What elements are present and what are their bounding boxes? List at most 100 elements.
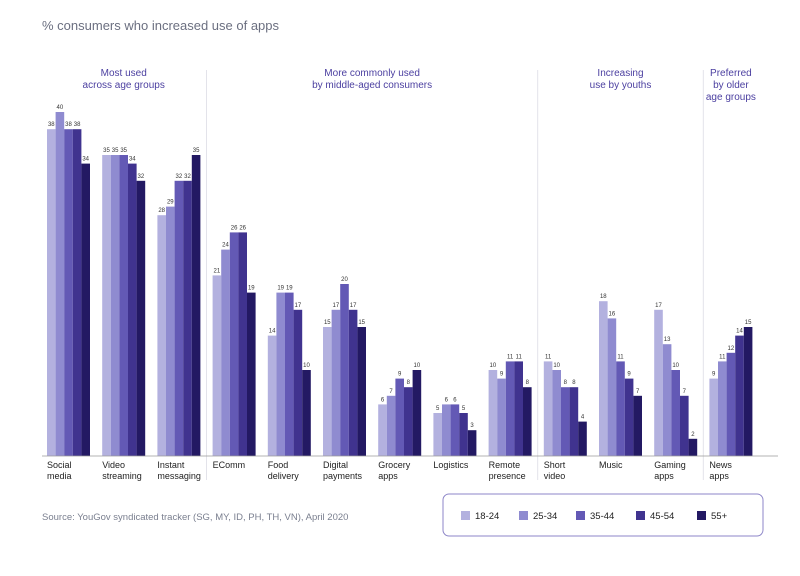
bar-8-1 xyxy=(497,378,506,456)
value-label-12-3: 14 xyxy=(736,329,743,335)
value-label-12-1: 11 xyxy=(719,354,726,360)
value-label-6-1: 7 xyxy=(389,389,393,395)
legend-swatch-0 xyxy=(461,511,470,520)
bar-1-4 xyxy=(136,180,146,457)
group-labels: Most used across age groups More commonly … xyxy=(83,68,756,103)
category-label-4: Food delivery xyxy=(268,460,300,481)
bar-3-4 xyxy=(247,292,256,456)
bar-11-4 xyxy=(688,438,698,456)
bar-8-2 xyxy=(505,361,515,456)
value-label-10-3: 9 xyxy=(627,372,631,378)
bar-11-2 xyxy=(671,370,680,456)
value-label-4-3: 17 xyxy=(295,303,302,309)
value-label-8-2: 11 xyxy=(507,354,514,360)
bar-5-2 xyxy=(340,284,349,456)
bar-10-3 xyxy=(624,378,634,456)
group-label-3: Preferred by older age groups xyxy=(706,68,756,103)
bar-12-0 xyxy=(709,378,718,456)
group-separators xyxy=(206,70,704,480)
legend-label-0: 18-24 xyxy=(475,511,499,522)
value-label-12-4: 15 xyxy=(745,320,752,326)
legend-label-4: 55+ xyxy=(711,511,728,522)
value-label-3-1: 24 xyxy=(222,243,229,249)
value-label-2-1: 29 xyxy=(167,200,174,206)
value-label-10-0: 18 xyxy=(600,294,607,300)
value-label-6-0: 6 xyxy=(381,397,385,403)
category-label-7: Logistics xyxy=(433,460,469,470)
category-label-8: Remote presence xyxy=(489,460,526,481)
bar-2-4 xyxy=(191,155,201,456)
value-label-5-4: 15 xyxy=(358,320,365,326)
bar-4-1 xyxy=(276,292,285,456)
bar-9-4 xyxy=(578,421,587,456)
group-label-0: Most used across age groups xyxy=(83,68,165,91)
value-label-11-3: 7 xyxy=(683,389,687,395)
category-label-2: Instant messaging xyxy=(157,460,201,481)
bar-0-2 xyxy=(64,129,73,456)
legend-swatch-1 xyxy=(519,511,528,520)
value-label-8-0: 10 xyxy=(490,363,497,369)
bar-4-0 xyxy=(267,335,277,456)
value-label-12-2: 12 xyxy=(728,346,735,352)
value-label-6-3: 8 xyxy=(407,380,411,386)
bar-6-1 xyxy=(386,395,396,456)
value-label-2-0: 28 xyxy=(158,208,165,214)
bar-1-2 xyxy=(119,155,128,456)
bar-8-3 xyxy=(514,361,523,456)
bar-5-1 xyxy=(331,309,341,456)
value-label-1-0: 35 xyxy=(103,148,110,154)
bar-6-3 xyxy=(404,387,413,456)
bar-12-4 xyxy=(743,327,753,456)
value-label-8-1: 9 xyxy=(500,372,504,378)
value-label-11-4: 2 xyxy=(691,432,695,438)
bar-3-0 xyxy=(212,275,222,456)
value-label-12-0: 9 xyxy=(712,372,716,378)
bar-9-2 xyxy=(561,387,570,456)
group-label-2: Increasing use by youths xyxy=(590,68,652,91)
bar-7-4 xyxy=(467,430,477,456)
legend-label-2: 35-44 xyxy=(590,511,614,522)
bar-10-2 xyxy=(616,361,625,456)
bar-9-3 xyxy=(569,387,579,456)
bar-2-2 xyxy=(174,180,184,457)
value-label-7-4: 3 xyxy=(470,423,474,429)
value-label-8-3: 11 xyxy=(516,354,523,360)
value-label-9-1: 10 xyxy=(553,363,560,369)
bar-12-1 xyxy=(718,361,727,456)
bar-6-0 xyxy=(378,404,387,456)
value-label-3-4: 19 xyxy=(248,286,255,292)
bar-8-4 xyxy=(523,387,532,456)
value-label-4-1: 19 xyxy=(277,286,284,292)
bar-4-4 xyxy=(302,370,311,456)
value-label-9-0: 11 xyxy=(545,354,552,360)
bar-3-3 xyxy=(238,232,247,456)
value-label-0-0: 38 xyxy=(48,122,55,128)
category-labels: Social media Video streaming Instant messagin… xyxy=(47,460,732,481)
legend-label-3: 45-54 xyxy=(650,511,674,522)
bar-3-1 xyxy=(221,249,230,456)
value-label-6-4: 10 xyxy=(414,363,421,369)
value-label-7-1: 6 xyxy=(445,397,449,403)
bar-0-3 xyxy=(72,129,82,456)
value-label-3-2: 26 xyxy=(231,225,238,231)
value-label-8-4: 8 xyxy=(526,380,530,386)
bar-9-0 xyxy=(543,361,553,456)
category-label-9: Short video xyxy=(544,460,566,481)
value-label-0-2: 38 xyxy=(65,122,72,128)
bar-0-0 xyxy=(47,129,56,456)
value-label-9-2: 8 xyxy=(564,380,568,386)
bar-2-1 xyxy=(166,206,175,456)
value-label-4-2: 19 xyxy=(286,286,293,292)
bar-0-4 xyxy=(81,163,90,456)
bar-4-2 xyxy=(285,292,294,456)
bar-1-0 xyxy=(102,155,111,456)
value-label-4-0: 14 xyxy=(269,329,276,335)
bar-11-1 xyxy=(662,344,672,456)
value-label-5-1: 17 xyxy=(333,303,340,309)
bar-6-4 xyxy=(412,370,422,456)
bar-10-0 xyxy=(599,301,608,456)
chart-title: % consumers who increased use of apps xyxy=(42,18,280,33)
value-label-1-3: 34 xyxy=(129,157,136,163)
value-label-11-2: 10 xyxy=(672,363,679,369)
